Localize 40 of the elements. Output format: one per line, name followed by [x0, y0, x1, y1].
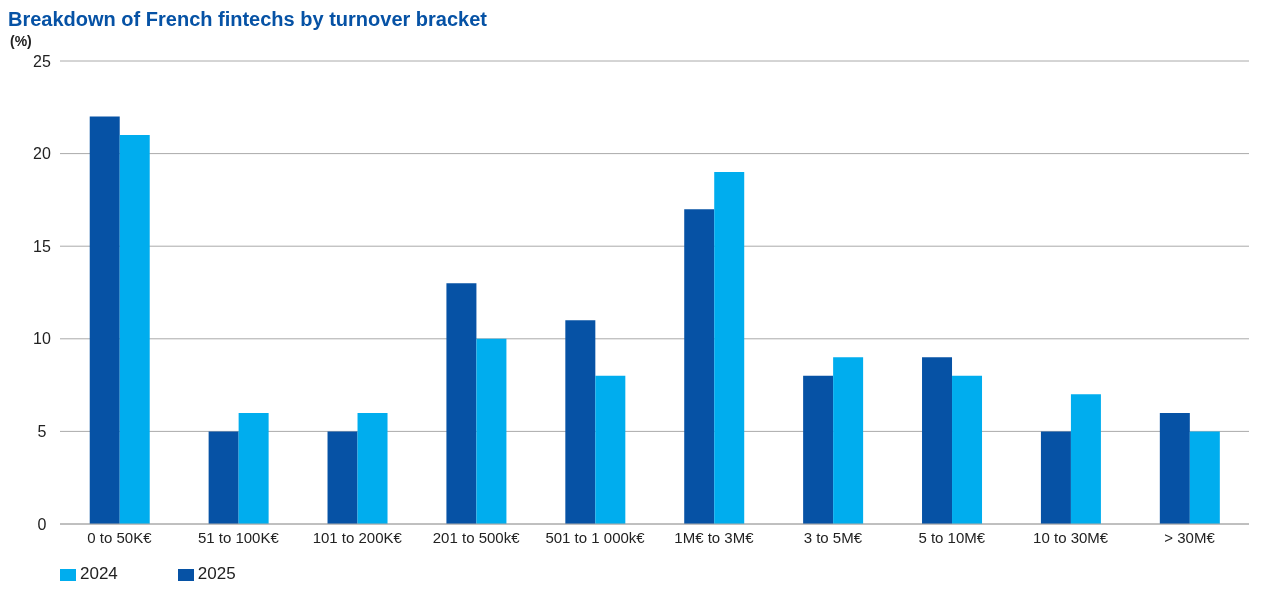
x-tick-label: 5 to 10M€ [918, 528, 986, 546]
y-tick-label: 15 [33, 237, 51, 255]
legend-label: 2025 [197, 564, 236, 583]
bar [565, 320, 596, 524]
y-tick-label: 25 [33, 52, 51, 70]
bar [714, 172, 745, 524]
y-tick-label: 10 [33, 330, 51, 348]
x-tick-label: 0 to 50K€ [87, 528, 153, 546]
bar [1159, 412, 1190, 524]
x-tick-label: 501 to 1 000k€ [545, 528, 646, 546]
x-tick-label: 201 to 500k€ [432, 528, 521, 546]
y-tick-label: 20 [33, 145, 51, 163]
bar [1189, 431, 1220, 524]
bar [89, 116, 120, 524]
x-tick-label: 3 to 5M€ [803, 528, 863, 546]
x-tick-label: 1M€ to 3M€ [674, 528, 755, 546]
bar [803, 375, 834, 524]
bar [327, 431, 358, 524]
chart-title: Breakdown of French fintechs by turnover bracket [8, 8, 488, 31]
bar [1070, 394, 1101, 524]
y-tick-label: 0 [37, 515, 47, 533]
bar [238, 412, 269, 524]
y-tick-label: 5 [37, 423, 47, 441]
bar [357, 412, 388, 524]
bar [208, 431, 239, 524]
bar [952, 375, 983, 524]
x-tick-label: > 30M€ [1164, 528, 1216, 546]
bar [595, 375, 626, 524]
bar [1040, 431, 1071, 524]
y-axis-title: (%) [10, 33, 33, 49]
x-tick-label: 51 to 100K€ [197, 528, 280, 546]
bar [119, 135, 150, 524]
bar [922, 357, 953, 524]
bar [684, 209, 715, 524]
legend-label: 2024 [80, 564, 118, 583]
x-tick-label: 10 to 30M€ [1033, 528, 1109, 546]
x-tick-label: 101 to 200K€ [312, 528, 403, 546]
bar [446, 283, 477, 524]
bar [833, 357, 864, 524]
bar [476, 338, 507, 524]
